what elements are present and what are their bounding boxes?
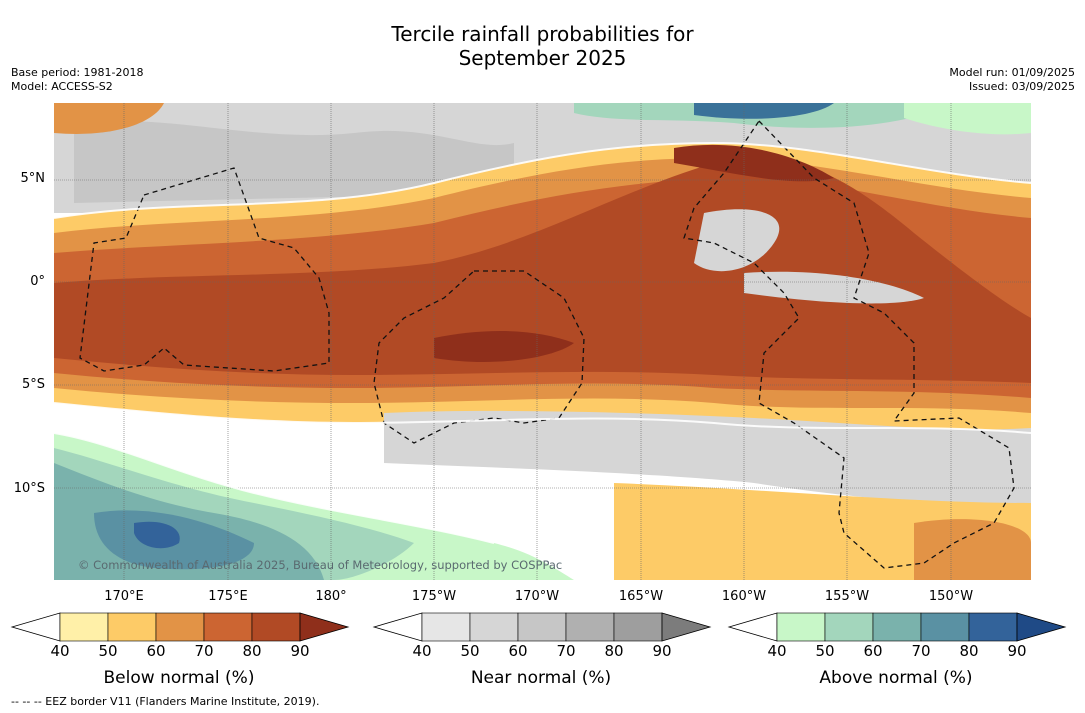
colorbar-tick-label: 70 bbox=[551, 642, 581, 660]
colorbar-tick-label: 90 bbox=[1002, 642, 1032, 660]
colorbar-under-triangle bbox=[374, 613, 422, 641]
eez-footnote: -- -- -- EEZ border V11 (Flanders Marine… bbox=[11, 695, 319, 708]
colorbar-label-near: Near normal (%) bbox=[416, 668, 666, 688]
colorbar-tick-label: 50 bbox=[93, 642, 123, 660]
lon-label-170w: 170°W bbox=[507, 589, 567, 604]
lon-label-155w: 155°W bbox=[817, 589, 877, 604]
lon-label-175e: 175°E bbox=[198, 589, 258, 604]
colorbar-swatch bbox=[921, 613, 969, 641]
colorbar-below-normal bbox=[12, 613, 348, 641]
colorbar-over-triangle bbox=[662, 613, 710, 641]
issued-date: Issued: 03/09/2025 bbox=[949, 80, 1075, 94]
colorbar-tick-label: 60 bbox=[503, 642, 533, 660]
lat-label-5s: 5°S bbox=[5, 377, 45, 392]
colorbar-tick-label: 70 bbox=[906, 642, 936, 660]
lat-label-5n: 5°N bbox=[5, 171, 45, 186]
colorbar-above-normal bbox=[729, 613, 1065, 641]
colorbar-tick-label: 50 bbox=[810, 642, 840, 660]
meta-right: Model run: 01/09/2025 Issued: 03/09/2025 bbox=[949, 66, 1075, 94]
colorbar-tick-label: 40 bbox=[762, 642, 792, 660]
lon-label-150w: 150°W bbox=[921, 589, 981, 604]
colorbar-tick-label: 90 bbox=[285, 642, 315, 660]
colorbar-under-triangle bbox=[12, 613, 60, 641]
colorbar-tick-label: 40 bbox=[45, 642, 75, 660]
colorbar-swatch bbox=[60, 613, 108, 641]
base-period: Base period: 1981-2018 bbox=[11, 66, 143, 80]
colorbar-swatch bbox=[825, 613, 873, 641]
colorbar-swatch bbox=[204, 613, 252, 641]
colorbar-swatch bbox=[108, 613, 156, 641]
colorbar-swatch bbox=[969, 613, 1017, 641]
colorbar-tick-label: 60 bbox=[141, 642, 171, 660]
lon-label-165w: 165°W bbox=[611, 589, 671, 604]
colorbar-tick-label: 80 bbox=[954, 642, 984, 660]
lon-label-160w: 160°W bbox=[714, 589, 774, 604]
title-line-2: September 2025 bbox=[0, 46, 1085, 70]
colorbar-tick-label: 70 bbox=[189, 642, 219, 660]
map-canvas bbox=[54, 103, 1031, 580]
lat-label-10s: 10°S bbox=[5, 481, 45, 496]
colorbar-tick-label: 40 bbox=[407, 642, 437, 660]
map-title: Tercile rainfall probabilities for Septe… bbox=[0, 22, 1085, 70]
probability-map bbox=[54, 103, 1031, 580]
model-name: Model: ACCESS-S2 bbox=[11, 80, 143, 94]
colorbar-near-normal bbox=[374, 613, 710, 641]
lon-label-180: 180° bbox=[301, 589, 361, 604]
colorbar-tick-label: 50 bbox=[455, 642, 485, 660]
colorbar-swatch bbox=[422, 613, 470, 641]
colorbar-label-above: Above normal (%) bbox=[771, 668, 1021, 688]
colorbar-over-triangle bbox=[300, 613, 348, 641]
colorbar-tick-label: 80 bbox=[599, 642, 629, 660]
colorbar-swatch bbox=[566, 613, 614, 641]
colorbar-swatch bbox=[252, 613, 300, 641]
colorbar-swatch bbox=[873, 613, 921, 641]
colorbar-under-triangle bbox=[729, 613, 777, 641]
colorbar-swatch bbox=[518, 613, 566, 641]
lat-label-0: 0° bbox=[5, 274, 45, 289]
colorbar-tick-label: 60 bbox=[858, 642, 888, 660]
colorbar-swatch bbox=[614, 613, 662, 641]
colorbar-label-below: Below normal (%) bbox=[54, 668, 304, 688]
colorbar-swatch bbox=[156, 613, 204, 641]
colorbar-tick-label: 80 bbox=[237, 642, 267, 660]
colorbar-swatch bbox=[470, 613, 518, 641]
colorbar-tick-label: 90 bbox=[647, 642, 677, 660]
colorbar-swatch bbox=[777, 613, 825, 641]
colorbars bbox=[0, 610, 1085, 646]
lon-label-170e: 170°E bbox=[94, 589, 154, 604]
map-copyright: © Commonwealth of Australia 2025, Bureau… bbox=[78, 558, 562, 572]
lon-label-175w: 175°W bbox=[404, 589, 464, 604]
meta-left: Base period: 1981-2018 Model: ACCESS-S2 bbox=[11, 66, 143, 94]
model-run: Model run: 01/09/2025 bbox=[949, 66, 1075, 80]
title-line-1: Tercile rainfall probabilities for bbox=[0, 22, 1085, 46]
colorbar-over-triangle bbox=[1017, 613, 1065, 641]
